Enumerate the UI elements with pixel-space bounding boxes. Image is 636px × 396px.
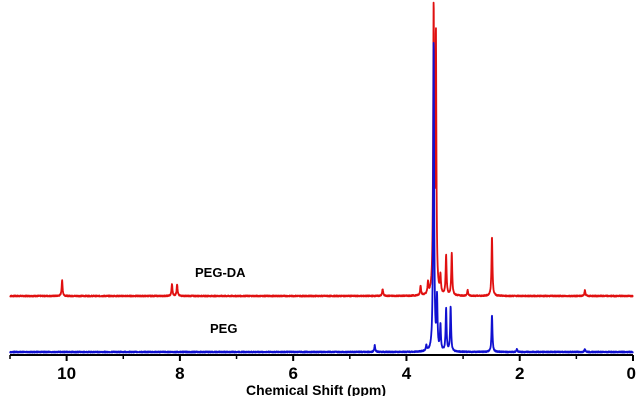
x-tick-label: 10	[57, 364, 76, 383]
x-tick-label: 4	[402, 364, 412, 383]
x-tick-label: 0	[627, 364, 636, 383]
x-tick-label: 2	[515, 364, 524, 383]
x-tick-label: 8	[175, 364, 184, 383]
series-label-peg-da: PEG-DA	[195, 265, 246, 280]
x-axis-title: Chemical Shift (ppm)	[246, 382, 386, 396]
x-axis-ticks: 10 8 6 4 2 0	[9, 355, 636, 383]
series-line-peg-da	[9, 1, 634, 298]
series-label-peg: PEG	[210, 321, 237, 336]
plot-layer	[9, 1, 634, 354]
x-tick-label: 6	[288, 364, 297, 383]
series-line-peg	[9, 41, 634, 354]
